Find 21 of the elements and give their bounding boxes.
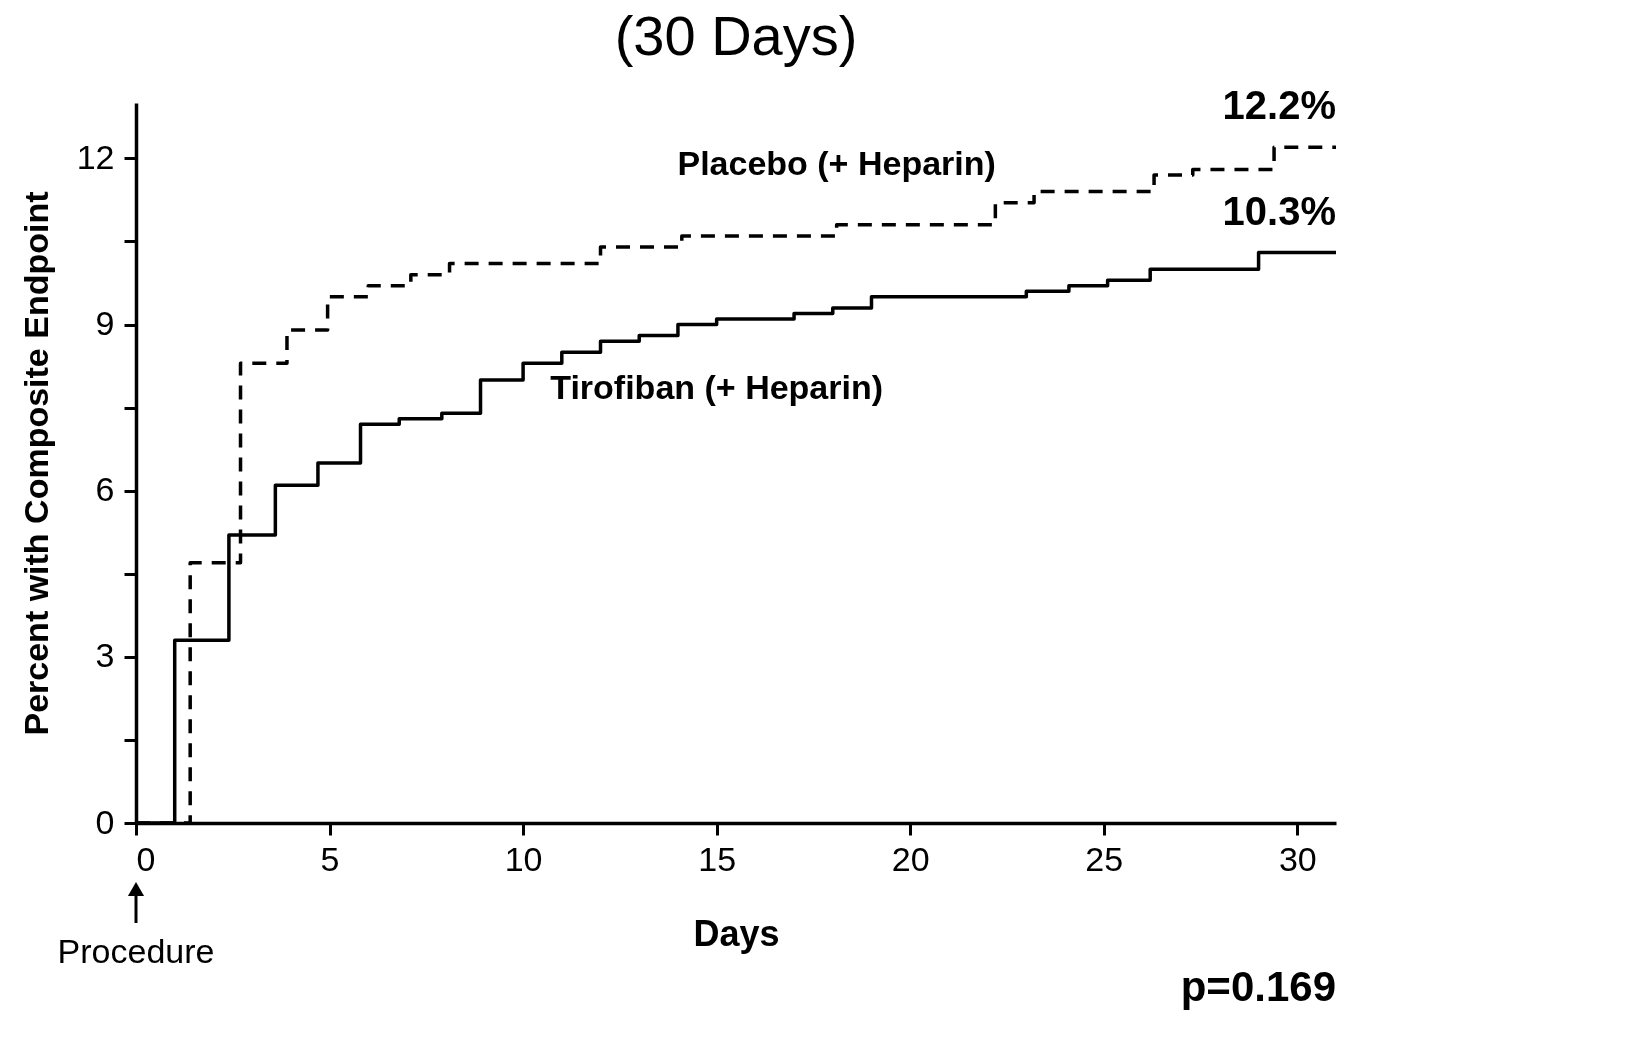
x-tick-label: 20 <box>891 839 930 878</box>
x-axis-title: Days <box>693 912 780 954</box>
y-tick-label: 9 <box>95 304 115 343</box>
chart-title: (30 Days) <box>614 4 858 68</box>
y-tick-label: 3 <box>95 636 115 675</box>
x-tick-label: 5 <box>320 839 340 878</box>
text: Procedure <box>57 932 215 970</box>
annotation: 12.2% <box>1222 83 1336 128</box>
y-tick-label: 12 <box>76 137 115 176</box>
y-tick-label: 6 <box>95 470 115 509</box>
series-label: Tirofiban (+ Heparin) <box>550 368 884 406</box>
y-axis-title: Percent with Composite Endpoint <box>16 191 55 736</box>
x-tick-label: 25 <box>1085 839 1124 878</box>
y-tick-label: 0 <box>95 802 115 841</box>
x-tick-label: 30 <box>1278 839 1317 878</box>
x-tick-label: 15 <box>698 839 737 878</box>
annotation: 10.3% <box>1222 188 1336 233</box>
x-tick-label: 10 <box>504 839 543 878</box>
x-tick-label: 0 <box>136 839 156 878</box>
text: p=0.169 <box>1180 963 1336 1010</box>
series-label: Placebo (+ Heparin) <box>677 143 996 182</box>
